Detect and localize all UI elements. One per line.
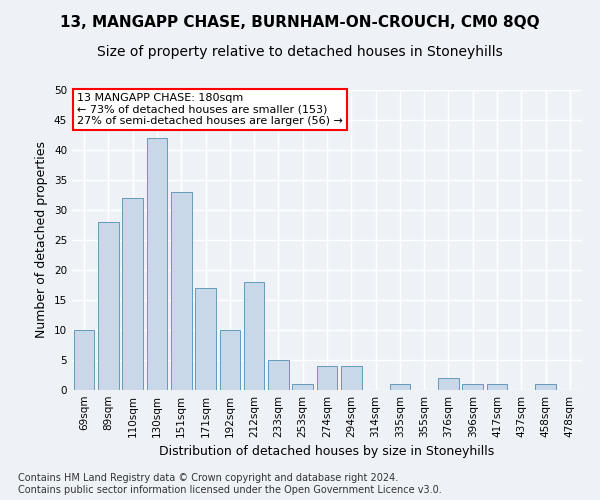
- Bar: [220, 330, 240, 390]
- Bar: [389, 384, 410, 390]
- X-axis label: Distribution of detached houses by size in Stoneyhills: Distribution of detached houses by size …: [160, 446, 494, 458]
- Bar: [292, 384, 313, 390]
- Bar: [98, 222, 119, 390]
- Bar: [74, 330, 94, 390]
- Text: Size of property relative to detached houses in Stoneyhills: Size of property relative to detached ho…: [97, 45, 503, 59]
- Bar: [463, 384, 483, 390]
- Text: 13, MANGAPP CHASE, BURNHAM-ON-CROUCH, CM0 8QQ: 13, MANGAPP CHASE, BURNHAM-ON-CROUCH, CM…: [60, 15, 540, 30]
- Bar: [146, 138, 167, 390]
- Text: Contains HM Land Registry data © Crown copyright and database right 2024.
Contai: Contains HM Land Registry data © Crown c…: [18, 474, 442, 495]
- Bar: [487, 384, 508, 390]
- Bar: [341, 366, 362, 390]
- Bar: [535, 384, 556, 390]
- Bar: [195, 288, 216, 390]
- Bar: [244, 282, 265, 390]
- Y-axis label: Number of detached properties: Number of detached properties: [35, 142, 49, 338]
- Bar: [317, 366, 337, 390]
- Bar: [438, 378, 459, 390]
- Bar: [171, 192, 191, 390]
- Bar: [268, 360, 289, 390]
- Text: 13 MANGAPP CHASE: 180sqm
← 73% of detached houses are smaller (153)
27% of semi-: 13 MANGAPP CHASE: 180sqm ← 73% of detach…: [77, 93, 343, 126]
- Bar: [122, 198, 143, 390]
